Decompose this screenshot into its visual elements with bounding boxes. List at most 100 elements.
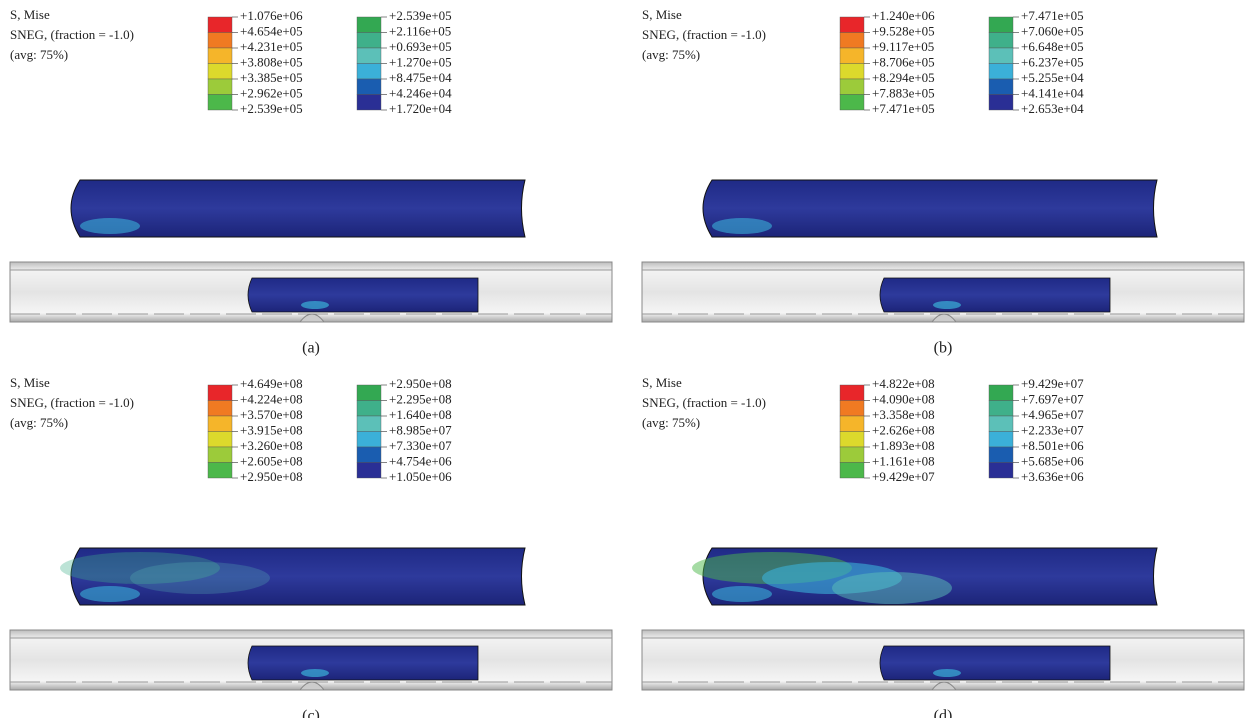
header-line: S, Mise <box>10 375 50 390</box>
stress-zone <box>933 301 961 309</box>
legend-swatch <box>208 432 232 448</box>
legend-swatch <box>840 48 864 64</box>
caption: (d) <box>934 708 953 718</box>
caption: (a) <box>302 340 320 357</box>
legend-swatch <box>989 463 1013 479</box>
legend-swatch <box>357 48 381 64</box>
legend-swatch <box>208 447 232 463</box>
stress-zone <box>933 669 961 677</box>
legend-swatch <box>357 95 381 111</box>
legend-label: +1.720e+04 <box>389 101 452 116</box>
legend-label: +2.605e+08 <box>240 453 303 468</box>
header-line: S, Mise <box>642 375 682 390</box>
legend-swatch <box>357 463 381 479</box>
specimen <box>703 180 1157 237</box>
legend-swatch <box>840 95 864 111</box>
header-line: (avg: 75%) <box>10 415 68 430</box>
legend-swatch <box>208 79 232 95</box>
figure: S, Mise SNEG, (fraction = -1.0) (avg: 75%)… <box>0 0 1246 718</box>
legend-label: +3.636e+06 <box>1021 469 1084 484</box>
legend-label: +9.429e+07 <box>1021 376 1084 391</box>
legend-label: +4.754e+06 <box>389 453 452 468</box>
legend-swatch <box>840 79 864 95</box>
legend-label: +4.224e+08 <box>240 391 303 406</box>
legend-label: +4.231e+05 <box>240 39 303 54</box>
legend-label: +2.950e+08 <box>240 469 303 484</box>
stress-zone <box>712 586 772 602</box>
legend-label: +5.685e+06 <box>1021 453 1084 468</box>
inner-specimen <box>880 646 1110 680</box>
header-line: (avg: 75%) <box>642 47 700 62</box>
stress-zone <box>80 218 140 234</box>
legend-label: +2.295e+08 <box>389 391 452 406</box>
legend-label: +1.240e+06 <box>872 8 935 23</box>
legend-swatch <box>840 33 864 49</box>
legend-label: +4.965e+07 <box>1021 407 1084 422</box>
header-line: SNEG, (fraction = -1.0) <box>642 27 766 42</box>
legend-swatch <box>989 95 1013 111</box>
header-line: S, Mise <box>642 7 682 22</box>
legend-label: +7.060e+05 <box>1021 23 1084 38</box>
legend-swatch <box>208 17 232 33</box>
legend-swatch <box>840 17 864 33</box>
legend-swatch <box>840 401 864 417</box>
legend-label: +4.822e+08 <box>872 376 935 391</box>
legend-label: +4.246e+04 <box>389 85 452 100</box>
inner-specimen <box>248 278 478 312</box>
legend-swatch <box>840 385 864 401</box>
legend-label: +8.985e+07 <box>389 422 452 437</box>
legend-label: +2.539e+05 <box>389 8 452 23</box>
legend-swatch <box>989 432 1013 448</box>
legend-label: +8.475e+04 <box>389 70 452 85</box>
legend-label: +7.697e+07 <box>1021 391 1084 406</box>
stress-zone <box>130 562 270 594</box>
legend-label: +3.260e+08 <box>240 438 303 453</box>
legend-label: +9.528e+05 <box>872 23 935 38</box>
legend-label: +0.693e+05 <box>389 39 452 54</box>
legend-label: +7.471e+05 <box>1021 8 1084 23</box>
legend-swatch <box>208 33 232 49</box>
legend-label: +2.962e+05 <box>240 85 303 100</box>
legend-swatch <box>357 17 381 33</box>
legend-label: +8.706e+05 <box>872 54 935 69</box>
legend-label: +8.294e+05 <box>872 70 935 85</box>
panel: S, Mise SNEG, (fraction = -1.0) (avg: 75%)… <box>642 7 1244 357</box>
legend-label: +2.653e+04 <box>1021 101 1084 116</box>
header-line: SNEG, (fraction = -1.0) <box>642 395 766 410</box>
specimen <box>71 180 525 237</box>
stress-zone <box>832 572 952 604</box>
legend-swatch <box>357 385 381 401</box>
legend-swatch <box>989 79 1013 95</box>
legend-swatch <box>208 463 232 479</box>
caption: (c) <box>302 708 320 718</box>
legend-label: +2.626e+08 <box>872 422 935 437</box>
stress-zone <box>301 301 329 309</box>
legend-swatch <box>357 33 381 49</box>
legend-label: +2.116e+05 <box>389 23 451 38</box>
legend-swatch <box>357 79 381 95</box>
legend-label: +1.050e+06 <box>389 469 452 484</box>
legend-label: +5.255e+04 <box>1021 70 1084 85</box>
legend-label: +1.640e+08 <box>389 407 452 422</box>
legend-label: +4.654e+05 <box>240 23 303 38</box>
header-line: SNEG, (fraction = -1.0) <box>10 395 134 410</box>
legend-label: +9.429e+07 <box>872 469 935 484</box>
legend-label: +2.950e+08 <box>389 376 452 391</box>
legend-label: +6.648e+05 <box>1021 39 1084 54</box>
legend-label: +7.883e+05 <box>872 85 935 100</box>
legend-label: +7.471e+05 <box>872 101 935 116</box>
legend-swatch <box>357 447 381 463</box>
legend-swatch <box>208 95 232 111</box>
legend-swatch <box>840 64 864 80</box>
legend-label: +3.915e+08 <box>240 422 303 437</box>
legend-label: +2.233e+07 <box>1021 422 1084 437</box>
header-line: (avg: 75%) <box>642 415 700 430</box>
legend-label: +2.539e+05 <box>240 101 303 116</box>
legend-swatch <box>357 416 381 432</box>
header-line: (avg: 75%) <box>10 47 68 62</box>
legend-label: +7.330e+07 <box>389 438 452 453</box>
legend-label: +6.237e+05 <box>1021 54 1084 69</box>
legend-label: +1.076e+06 <box>240 8 303 23</box>
legend-swatch <box>989 33 1013 49</box>
legend-label: +1.161e+08 <box>872 453 935 468</box>
